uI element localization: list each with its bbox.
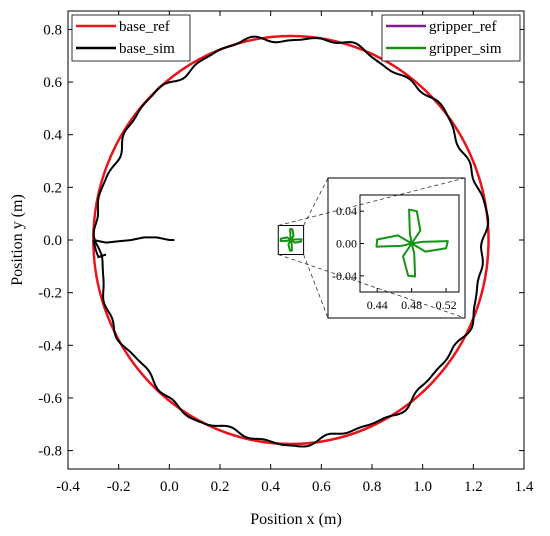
inset-y-tick-label: 0.00 xyxy=(336,237,357,251)
legend-right-box xyxy=(381,14,521,62)
y-tick-label: 0.8 xyxy=(43,22,62,38)
legend-label-base-sim: base_sim xyxy=(119,41,175,57)
inset-x-tick-label: 0.52 xyxy=(436,298,457,312)
x-tick-label: 0.8 xyxy=(363,479,382,495)
inset-y-tick-label: 0.04 xyxy=(336,204,357,218)
series-base-sim-start xyxy=(93,236,175,244)
y-tick-label: -0.4 xyxy=(38,338,62,354)
y-tick-label: 0.2 xyxy=(43,180,62,196)
inset-gripper-sim-line xyxy=(411,240,449,253)
x-tick-label: -0.4 xyxy=(56,479,80,495)
y-tick-label: 0.4 xyxy=(43,128,62,144)
y-tick-label: 0.6 xyxy=(43,75,62,91)
y-axis-title: Position y (m) xyxy=(9,194,26,286)
zoom-box xyxy=(277,225,305,255)
legend-left-box xyxy=(71,14,191,62)
x-tick-label: 1.2 xyxy=(464,479,483,495)
zoom-connector-cross-bottom xyxy=(278,254,466,319)
y-tick-label: -0.8 xyxy=(38,444,62,460)
inset-x-tick-label: 0.48 xyxy=(401,298,422,312)
inset-layer: 0.44 0.48 0.52 -0.04 0.00 0.04 xyxy=(278,177,466,319)
inset-x-tick-label: 0.44 xyxy=(367,298,388,312)
x-tick-label: 0.4 xyxy=(261,479,280,495)
zoom-connector-bottom xyxy=(303,254,329,319)
y-tick-label: -0.2 xyxy=(38,286,62,302)
inset-gripper-sim-line xyxy=(408,208,422,245)
zoom-connector-top xyxy=(303,177,329,226)
inset-gripper-sim-line xyxy=(402,242,417,278)
series-gripper-sim-line xyxy=(290,238,303,244)
x-tick-label: 0.0 xyxy=(160,479,179,495)
x-tick-label: -0.2 xyxy=(107,479,131,495)
series-base-sim-line xyxy=(92,35,490,448)
series-gripper-sim-line xyxy=(279,236,292,243)
x-tick-label: 0.2 xyxy=(211,479,230,495)
x-tick-label: 1.0 xyxy=(413,479,432,495)
series-gripper-sim-line xyxy=(287,239,293,252)
series-layer xyxy=(92,34,490,448)
legend-right: gripper_ref gripper_sim xyxy=(381,14,521,62)
legend-label-base-ref: base_ref xyxy=(119,19,170,35)
ticks-layer: -0.4 -0.2 0.0 0.2 0.4 0.6 0.8 1.0 1.2 1.4 -0.8 -0.6… xyxy=(38,11,534,495)
inset-y-tick-label: -0.04 xyxy=(332,269,357,283)
y-tick-label: -0.6 xyxy=(38,391,62,407)
series-gripper-sim-line xyxy=(289,227,295,241)
y-tick-label: 0.0 xyxy=(43,233,62,249)
x-tick-label: 1.4 xyxy=(515,479,534,495)
inset-gripper-sim-line xyxy=(375,234,413,248)
legend-label-gripper-sim: gripper_sim xyxy=(429,41,502,57)
x-axis-title: Position x (m) xyxy=(250,511,342,528)
x-tick-label: 0.6 xyxy=(312,479,331,495)
legend-left: base_ref base_sim xyxy=(71,14,191,62)
series-base-sim-hook xyxy=(92,239,107,259)
legend-label-gripper-ref: gripper_ref xyxy=(429,19,496,35)
